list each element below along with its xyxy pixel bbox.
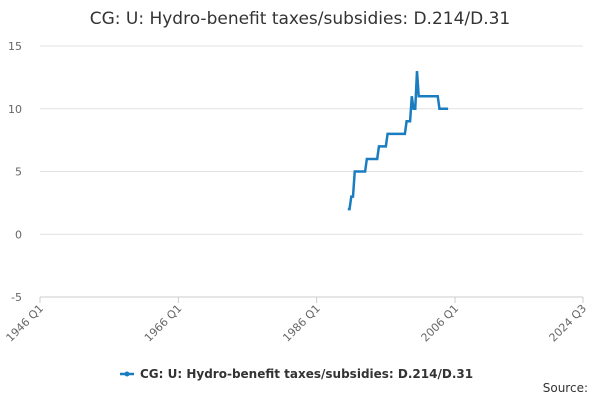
y-tick-label: 15 — [8, 40, 22, 53]
x-tick-label: 1946 Q1 — [4, 302, 47, 345]
x-tick-label: 1966 Q1 — [142, 302, 185, 345]
x-tick-label: 1986 Q1 — [280, 302, 323, 345]
legend-marker — [124, 371, 130, 377]
legend-label: CG: U: Hydro-benefit taxes/subsidies: D.… — [140, 367, 473, 381]
series-line — [347, 71, 449, 211]
y-tick-label: 10 — [8, 103, 22, 116]
source: Source: — [543, 381, 588, 395]
y-tick-label: -5 — [11, 291, 22, 304]
y-tick-label: 0 — [15, 228, 22, 241]
chart-title: CG: U: Hydro-benefit taxes/subsidies: D.… — [90, 9, 511, 29]
y-tick-label: 5 — [15, 166, 22, 179]
x-tick-label: 2024 Q3 — [547, 302, 590, 345]
x-tick-label: 2006 Q1 — [419, 302, 462, 345]
